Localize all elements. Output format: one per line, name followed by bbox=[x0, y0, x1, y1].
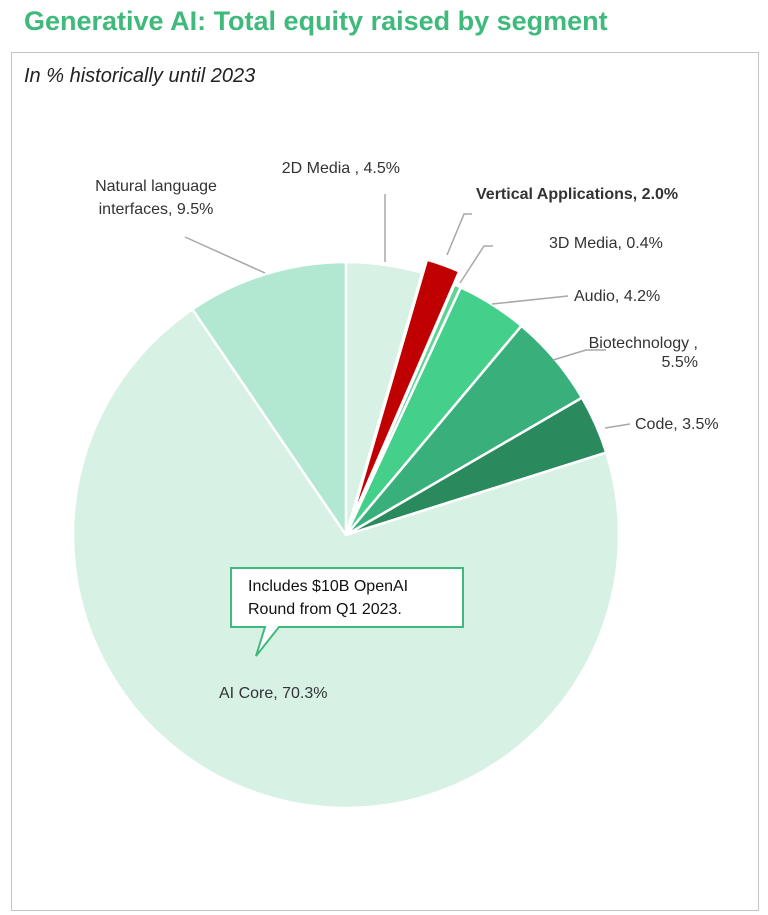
leader-line-audio bbox=[491, 295, 569, 305]
chart-title: Generative AI: Total equity raised by se… bbox=[24, 6, 608, 36]
leader-line-code bbox=[604, 423, 631, 429]
slice-label-biotechnology-line-2: 5.5% bbox=[662, 354, 698, 371]
leader-line-natural-language-interfaces bbox=[184, 236, 266, 274]
pie-slices bbox=[71, 258, 621, 810]
leader-line-vertical-applications bbox=[446, 213, 472, 256]
callout-text-line-2: Round from Q1 2023. bbox=[248, 601, 402, 618]
callout-text-line-1: Includes $10B OpenAI bbox=[248, 578, 408, 595]
slice-label-audio: Audio, 4.2% bbox=[574, 288, 660, 305]
slice-label-code: Code, 3.5% bbox=[635, 416, 719, 433]
slice-label-ai-core: AI Core, 70.3% bbox=[219, 685, 328, 702]
leader-line-3d-media bbox=[459, 245, 493, 284]
slice-label-vertical-applications: Vertical Applications, 2.0% bbox=[476, 186, 678, 203]
chart-subtitle: In % historically until 2023 bbox=[24, 65, 256, 87]
leader-line-biotechnology bbox=[552, 349, 606, 361]
slice-labels: 2D Media , 4.5% Vertical Applications, 2.… bbox=[95, 160, 719, 702]
slice-label-natural-language-interfaces-line-2: interfaces, 9.5% bbox=[99, 201, 214, 218]
slice-label-natural-language-interfaces-line-1: Natural language bbox=[95, 178, 217, 195]
pie-slice-vertical-applications bbox=[349, 258, 461, 524]
slice-label-2d-media: 2D Media , 4.5% bbox=[282, 160, 400, 177]
pie-slice-natural-language-interfaces bbox=[191, 260, 348, 537]
slice-label-3d-media: 3D Media, 0.4% bbox=[549, 235, 663, 252]
slice-label-biotechnology-line-1: Biotechnology , bbox=[589, 335, 698, 352]
callout-box bbox=[230, 567, 464, 657]
chart-frame bbox=[11, 52, 759, 911]
pie-slice-ai-core bbox=[71, 308, 621, 810]
